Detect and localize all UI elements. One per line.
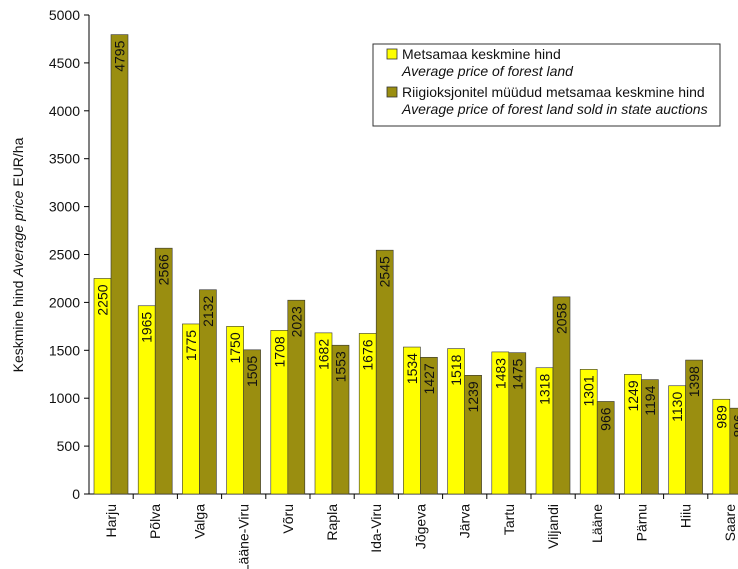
bar-auction-price	[508, 352, 527, 495]
category-label: Tartu	[501, 504, 517, 535]
category-label: Harju	[103, 504, 119, 537]
bar-value-label: 1427	[421, 363, 437, 394]
category-label: Põlva	[147, 504, 163, 539]
category-label: Ida-Viru	[368, 504, 384, 553]
category-label: Järva	[457, 504, 473, 538]
bar-value-label: 1775	[183, 330, 199, 361]
legend-swatch	[386, 48, 398, 60]
y-tick-label: 1500	[49, 342, 80, 358]
category-label: Lääne-Viru	[236, 504, 252, 569]
legend-box	[372, 43, 721, 127]
legend-swatch	[386, 86, 398, 98]
category-label: Saare	[722, 504, 738, 542]
bar-value-label: 1130	[669, 392, 685, 422]
legend-label-et: Riigioksjonitel müüdud metsamaa keskmine…	[402, 84, 705, 100]
bar-value-label: 1682	[316, 339, 332, 370]
y-axis-title-et: Keskmine hind	[10, 281, 26, 373]
y-axis-title-en: Average price	[10, 190, 26, 277]
bar-value-label: 989	[713, 405, 729, 429]
bar-value-label: 1301	[581, 375, 597, 406]
bar-value-label: 1676	[360, 339, 376, 370]
category-label: Lääne	[589, 504, 605, 543]
y-tick-label: 3000	[49, 199, 80, 215]
y-tick-label: 2500	[49, 247, 80, 263]
y-tick-label: 1000	[49, 390, 80, 406]
bar-value-label: 1534	[404, 353, 420, 384]
bar-value-label: 1965	[139, 312, 155, 343]
bar-auction-price	[552, 296, 571, 495]
bar-auction-price	[287, 299, 306, 495]
y-tick-label: 5000	[49, 7, 80, 23]
bar-value-label: 1483	[492, 358, 508, 389]
y-tick-label: 500	[57, 438, 81, 454]
bar-value-label: 1398	[686, 366, 702, 397]
y-tick-label: 3500	[49, 151, 80, 167]
bar-value-label: 1518	[448, 354, 464, 385]
category-label: Valga	[191, 504, 207, 539]
bar-auction-price	[464, 375, 482, 495]
y-axis-title-unit: EUR/ha	[10, 137, 26, 186]
category-label: Hiiu	[678, 504, 694, 528]
bar-value-label: 1194	[642, 385, 658, 415]
bar-value-label: 966	[598, 407, 614, 431]
bar-value-label: 2023	[288, 306, 304, 337]
bar-auction-price	[199, 289, 217, 495]
bar-value-label: 2058	[554, 303, 570, 334]
bar-auction-price	[331, 344, 350, 495]
category-label: Rapla	[324, 504, 340, 541]
y-tick-label: 0	[72, 486, 80, 502]
legend-label-en: Average price of forest land	[401, 63, 574, 79]
bar-value-label: 1708	[271, 336, 287, 367]
bar-auction-price	[375, 249, 394, 495]
bar-value-label: 2545	[377, 256, 393, 287]
bar-auction-price	[641, 379, 659, 495]
bar-value-label: 1239	[465, 381, 481, 412]
bar-value-label: 1475	[509, 358, 525, 389]
axes: 0 500 1000 1500 2000 2500 3000 3500 4000 4500 5000	[49, 7, 738, 502]
bar-value-label: 896	[730, 414, 738, 438]
y-tick-label: 2000	[49, 294, 80, 310]
bar-auction-price	[110, 34, 129, 495]
y-tick-label: 4500	[49, 55, 80, 71]
category-label: Jõgeva	[412, 504, 428, 549]
bar-auction-price	[420, 356, 438, 495]
legend-label-en: Average price of forest land sold in sta…	[401, 101, 708, 117]
legend-label-et: Metsamaa keskmine hind	[402, 46, 561, 62]
bar-value-label: 1249	[625, 380, 641, 411]
bar-value-label: 1505	[244, 356, 260, 387]
bar-auction-price	[154, 247, 173, 495]
bar-value-label: 1318	[537, 374, 553, 405]
bar-value-label: 2250	[95, 284, 111, 315]
y-axis-title: Keskmine hind Average price EUR/ha	[10, 137, 26, 372]
category-label: Võru	[280, 504, 296, 534]
bar-value-label: 2132	[200, 296, 216, 327]
y-tick-label: 4000	[49, 103, 80, 119]
bar-auction-price	[243, 349, 261, 495]
bar-value-label: 1750	[227, 332, 243, 363]
category-label: Viljandi	[545, 504, 561, 549]
bar-auction-price	[596, 401, 615, 495]
bar-value-label: 4795	[112, 40, 128, 71]
category-label: Pärnu	[633, 504, 649, 541]
bar-auction-price	[729, 407, 738, 495]
bar-auction-price	[685, 359, 703, 495]
bar-value-label: 1553	[333, 351, 349, 382]
bar-value-label: 2566	[156, 254, 172, 285]
svg-text:Keskmine hind Av: Keskmine hind Average price EUR/ha	[10, 137, 26, 372]
category-labels: Harju Põlva Valga Lääne-Viru Võru Rapla Ida-Vi…	[103, 504, 738, 569]
bars	[93, 34, 738, 495]
